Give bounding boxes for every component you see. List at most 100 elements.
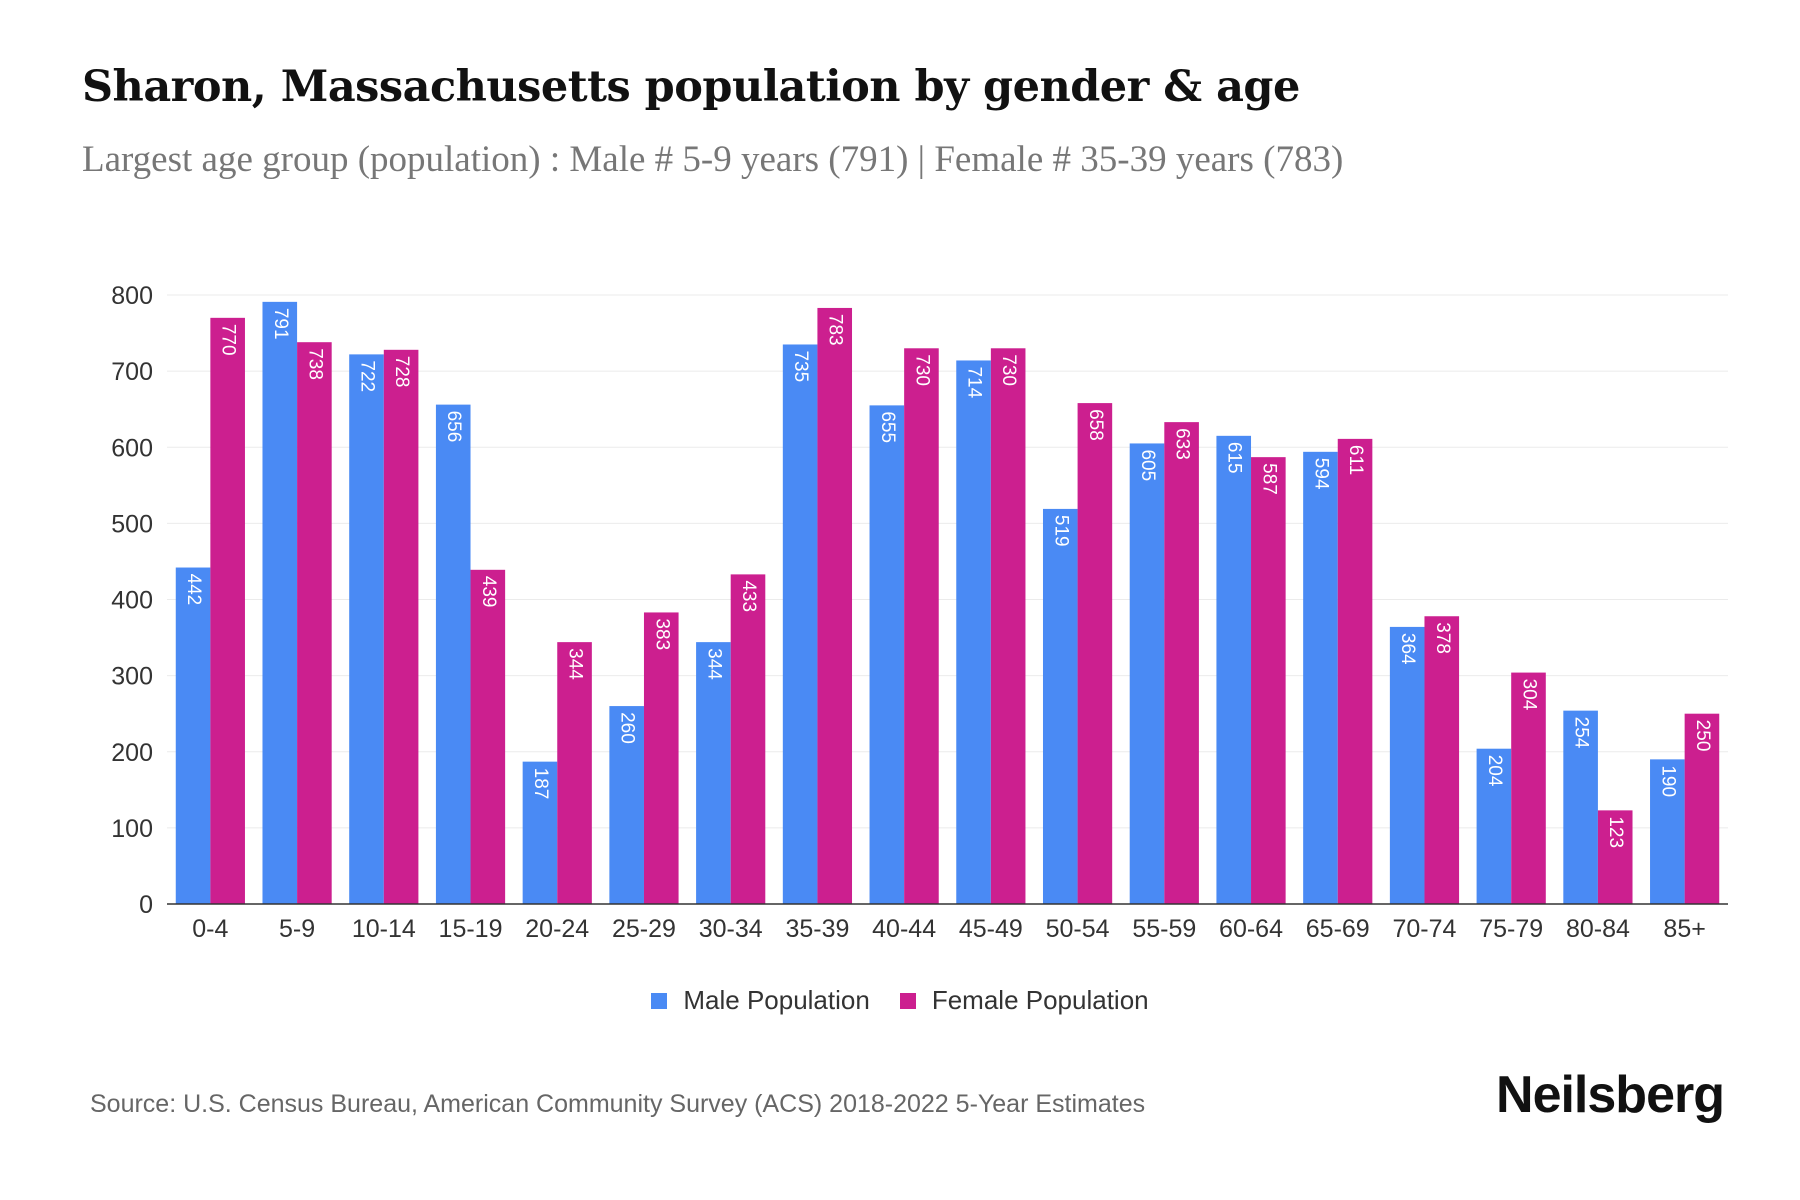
- legend: Male Population Female Population: [0, 985, 1800, 1016]
- bar-female: [1251, 457, 1286, 904]
- data-label: 722: [356, 360, 377, 392]
- y-tick-label: 100: [111, 815, 153, 843]
- legend-label-female: Female Population: [931, 985, 1149, 1015]
- bar-male: [1650, 759, 1685, 904]
- bar-female: [297, 342, 332, 904]
- x-tick-label: 85+: [1663, 915, 1705, 943]
- data-label: 123: [1605, 816, 1626, 848]
- bar-female: [1164, 422, 1199, 904]
- bar-male: [1042, 508, 1078, 904]
- data-label: 658: [1085, 409, 1106, 441]
- source-note: Source: U.S. Census Bureau, American Com…: [90, 1090, 1146, 1118]
- data-label: 344: [565, 648, 586, 680]
- x-tick-label: 70-74: [1392, 915, 1456, 943]
- chart-subtitle: Largest age group (population) : Male # …: [82, 139, 1344, 180]
- x-tick-label: 60-64: [1219, 915, 1283, 943]
- data-label: 260: [617, 712, 638, 744]
- data-label: 633: [1172, 428, 1193, 460]
- legend-item-female[interactable]: Female Population: [899, 985, 1149, 1016]
- x-tick-label: 80-84: [1566, 915, 1630, 943]
- data-label: 770: [218, 324, 239, 356]
- data-label: 383: [651, 618, 672, 650]
- bar-male: [1303, 451, 1338, 904]
- data-label: 611: [1345, 445, 1366, 475]
- bar-female: [557, 642, 592, 904]
- data-label: 605: [1137, 449, 1158, 481]
- bar-male: [1476, 748, 1512, 904]
- data-label: 190: [1657, 765, 1678, 797]
- x-tick-label: 25-29: [612, 915, 676, 943]
- bar-female: [1424, 616, 1460, 904]
- bar-female: [904, 348, 939, 905]
- data-label: 655: [877, 411, 898, 443]
- y-tick-label: 200: [111, 739, 153, 767]
- x-tick-label: 65-69: [1306, 915, 1370, 943]
- x-tick-label: 55-59: [1132, 915, 1196, 943]
- legend-swatch-male: [651, 992, 668, 1009]
- bar-female: [383, 349, 419, 904]
- bar-male: [175, 567, 211, 904]
- data-label: 587: [1258, 463, 1279, 495]
- data-label: 735: [790, 350, 811, 382]
- bar-female: [1077, 403, 1113, 904]
- bar-male: [869, 405, 905, 904]
- bar-male: [435, 404, 471, 904]
- brand-logo: Neilsberg: [1496, 1066, 1725, 1124]
- x-tick-label: 5-9: [279, 915, 315, 943]
- x-tick-label: 75-79: [1479, 915, 1543, 943]
- data-label: 378: [1432, 622, 1453, 654]
- x-tick-label: 30-34: [699, 915, 763, 943]
- bar-female: [1511, 672, 1546, 904]
- data-label: 442: [183, 574, 204, 606]
- data-label: 439: [478, 576, 499, 608]
- bar-male: [262, 301, 298, 904]
- y-tick-label: 400: [111, 587, 153, 615]
- legend-item-male[interactable]: Male Population: [651, 985, 870, 1016]
- x-tick-label: 45-49: [959, 915, 1023, 943]
- x-tick-label: 20-24: [525, 915, 589, 943]
- x-tick-label: 10-14: [352, 915, 416, 943]
- bar-male: [1389, 626, 1425, 904]
- bar-male: [696, 642, 731, 904]
- data-label: 783: [825, 314, 846, 346]
- data-label: 714: [964, 366, 985, 398]
- data-label: 433: [738, 580, 759, 612]
- x-tick-label: 50-54: [1046, 915, 1110, 943]
- data-label: 728: [391, 356, 412, 388]
- x-tick-label: 35-39: [785, 915, 849, 943]
- chart-title: Sharon, Massachusetts population by gend…: [82, 62, 1300, 112]
- legend-swatch-female: [899, 992, 916, 1009]
- data-label: 344: [703, 648, 724, 680]
- y-tick-label: 0: [139, 891, 153, 919]
- bar-male: [349, 354, 384, 904]
- data-label: 730: [998, 354, 1019, 386]
- data-label: 730: [911, 354, 932, 386]
- data-label: 594: [1310, 458, 1331, 490]
- bar-female: [210, 317, 245, 904]
- bar-female: [1597, 810, 1633, 904]
- bar-male: [1216, 435, 1252, 904]
- bar-male: [522, 761, 558, 904]
- data-label: 738: [304, 348, 325, 380]
- x-tick-label: 0-4: [192, 915, 228, 943]
- data-label: 304: [1518, 679, 1539, 711]
- bar-female: [990, 348, 1026, 905]
- data-label: 519: [1050, 515, 1071, 547]
- data-label: 791: [270, 308, 291, 340]
- legend-label-male: Male Population: [683, 985, 870, 1015]
- bar-female: [730, 574, 766, 904]
- bar-female: [1684, 713, 1720, 904]
- data-label: 204: [1484, 755, 1505, 787]
- x-tick-label: 15-19: [439, 915, 503, 943]
- data-label: 364: [1397, 633, 1418, 665]
- data-label: 254: [1571, 717, 1592, 749]
- data-label: 187: [530, 768, 551, 800]
- bar-female: [1337, 438, 1373, 904]
- y-tick-label: 600: [111, 434, 153, 462]
- data-label: 656: [443, 411, 464, 443]
- bar-male: [1563, 710, 1598, 904]
- y-tick-label: 800: [111, 282, 153, 310]
- bar-female: [817, 307, 853, 904]
- data-label: 250: [1692, 720, 1713, 752]
